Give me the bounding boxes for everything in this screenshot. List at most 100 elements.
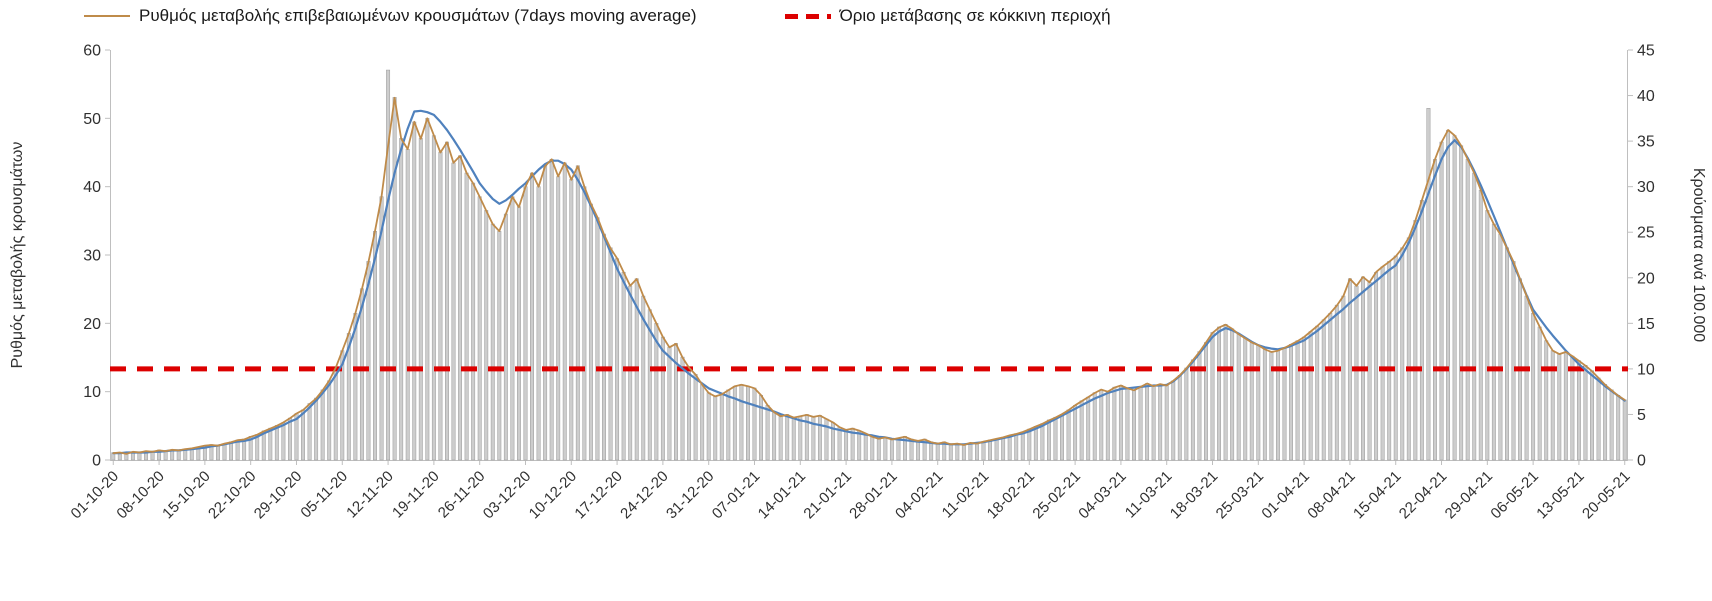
daily-cases-bar bbox=[765, 405, 770, 461]
x-axis-tick-label: 03-12-20 bbox=[480, 468, 534, 522]
daily-cases-bar bbox=[222, 443, 227, 461]
daily-cases-bar bbox=[327, 380, 332, 461]
daily-cases-bar bbox=[1406, 237, 1411, 461]
left-axis-tick-label: 30 bbox=[83, 248, 101, 265]
x-axis-tick-label: 08-10-20 bbox=[113, 468, 167, 522]
daily-cases-bar bbox=[1112, 386, 1117, 461]
daily-cases-bar bbox=[412, 121, 417, 461]
legend-item-threshold: Όριο μετάβασης σε κόκκινη περιοχή bbox=[784, 6, 1111, 26]
daily-cases-bar bbox=[1557, 354, 1562, 461]
x-axis-tick-label: 08-04-21 bbox=[1304, 468, 1358, 522]
daily-cases-bar bbox=[1027, 428, 1032, 461]
x-axis-tick-label: 15-04-21 bbox=[1350, 468, 1404, 522]
daily-cases-bar bbox=[929, 441, 934, 461]
daily-cases-bar bbox=[530, 172, 534, 461]
daily-cases-bar bbox=[229, 441, 234, 461]
x-axis-tick-label: 01-10-20 bbox=[68, 468, 122, 522]
daily-cases-bar bbox=[595, 217, 600, 461]
daily-cases-bar bbox=[1118, 385, 1123, 461]
daily-cases-bar bbox=[543, 165, 548, 461]
daily-cases-bar bbox=[1014, 433, 1019, 461]
daily-cases-bar bbox=[1505, 247, 1509, 461]
daily-cases-bar bbox=[798, 416, 803, 461]
daily-cases-bar bbox=[1328, 313, 1333, 461]
daily-cases-bar bbox=[464, 172, 469, 461]
x-axis-tick-label: 11-02-21 bbox=[939, 468, 993, 522]
daily-cases-bar bbox=[660, 336, 665, 461]
threshold-dashed-line-swatch-icon bbox=[784, 13, 831, 19]
daily-cases-bar bbox=[1184, 367, 1189, 461]
right-axis-tick-label: 35 bbox=[1637, 134, 1655, 151]
daily-cases-bar bbox=[876, 438, 881, 461]
daily-cases-bar bbox=[752, 387, 757, 461]
daily-cases-bar bbox=[1007, 435, 1012, 461]
x-axis-tick-label: 06-05-21 bbox=[1487, 468, 1541, 522]
daily-cases-bar bbox=[1321, 319, 1326, 461]
x-axis-tick-label: 13-05-21 bbox=[1533, 468, 1587, 522]
daily-cases-bar bbox=[1256, 344, 1261, 461]
daily-cases-bar bbox=[857, 430, 862, 461]
daily-cases-bar bbox=[1177, 375, 1182, 461]
x-axis-tick-label: 19-11-20 bbox=[389, 468, 443, 522]
daily-cases-bar bbox=[1105, 391, 1110, 461]
daily-cases-bar bbox=[1426, 108, 1431, 461]
daily-cases-bar bbox=[386, 69, 391, 461]
right-axis-tick-label: 30 bbox=[1637, 179, 1655, 196]
daily-cases-bar bbox=[687, 367, 692, 461]
daily-cases-bar bbox=[1367, 282, 1372, 461]
daily-cases-bar bbox=[1053, 416, 1058, 461]
daily-cases-bar bbox=[1433, 159, 1437, 461]
daily-cases-bar bbox=[1347, 278, 1352, 461]
daily-cases-bar bbox=[425, 118, 430, 461]
daily-cases-bar bbox=[1060, 414, 1064, 461]
x-axis-tick-label: 14-01-21 bbox=[755, 468, 809, 522]
x-axis-tick-label: 01-04-21 bbox=[1258, 468, 1312, 522]
x-axis-tick-label: 12-11-20 bbox=[343, 468, 397, 522]
daily-cases-bar bbox=[1570, 355, 1575, 461]
daily-cases-bar bbox=[1066, 409, 1071, 461]
daily-cases-bar bbox=[1380, 266, 1385, 461]
daily-cases-bar bbox=[1524, 295, 1529, 461]
daily-cases-bar bbox=[549, 159, 554, 461]
right-axis-tick-label: 40 bbox=[1637, 88, 1655, 105]
daily-cases-bar bbox=[556, 176, 561, 461]
daily-cases-bar bbox=[713, 395, 718, 461]
daily-cases-bar bbox=[1315, 325, 1320, 461]
trend-line bbox=[112, 109, 1626, 455]
daily-cases-bar bbox=[458, 155, 463, 461]
daily-cases-bar bbox=[909, 438, 914, 461]
x-axis-tick-label: 22-04-21 bbox=[1396, 468, 1450, 522]
daily-cases-bar bbox=[235, 439, 240, 461]
daily-cases-bar bbox=[746, 385, 750, 461]
daily-cases-bar bbox=[1282, 347, 1287, 461]
daily-cases-bar bbox=[287, 417, 292, 461]
x-axis-tick-label: 21-01-21 bbox=[800, 468, 854, 522]
daily-cases-bar bbox=[1092, 392, 1097, 461]
left-axis-tick-label: 40 bbox=[83, 179, 101, 196]
x-axis-tick-label: 26-11-20 bbox=[435, 468, 489, 522]
daily-cases-bar bbox=[1400, 247, 1405, 461]
daily-cases-bar bbox=[785, 414, 790, 461]
daily-cases-bar bbox=[1603, 384, 1608, 461]
daily-cases-bar bbox=[837, 426, 842, 461]
daily-cases-bar bbox=[1531, 313, 1536, 461]
daily-cases-bar bbox=[1609, 389, 1614, 461]
daily-cases-bar bbox=[1452, 135, 1457, 461]
x-axis-tick-label: 15-10-20 bbox=[159, 468, 213, 522]
daily-cases-bar bbox=[896, 437, 901, 461]
daily-cases-bar bbox=[975, 443, 979, 461]
daily-cases-bar bbox=[1393, 255, 1398, 461]
daily-cases-bar bbox=[216, 445, 220, 461]
daily-cases-bar bbox=[242, 438, 247, 461]
daily-cases-bar bbox=[719, 394, 724, 461]
right-axis-tick-label: 0 bbox=[1637, 453, 1646, 470]
daily-cases-bar bbox=[1171, 380, 1176, 461]
daily-cases-bar bbox=[1596, 377, 1601, 461]
daily-cases-bar bbox=[1145, 383, 1150, 461]
daily-cases-bar bbox=[301, 409, 305, 461]
daily-cases-bar bbox=[1374, 272, 1379, 461]
daily-cases-bar bbox=[680, 356, 685, 461]
daily-cases-bar bbox=[1125, 387, 1130, 461]
x-axis-tick-label: 04-02-21 bbox=[892, 468, 946, 522]
